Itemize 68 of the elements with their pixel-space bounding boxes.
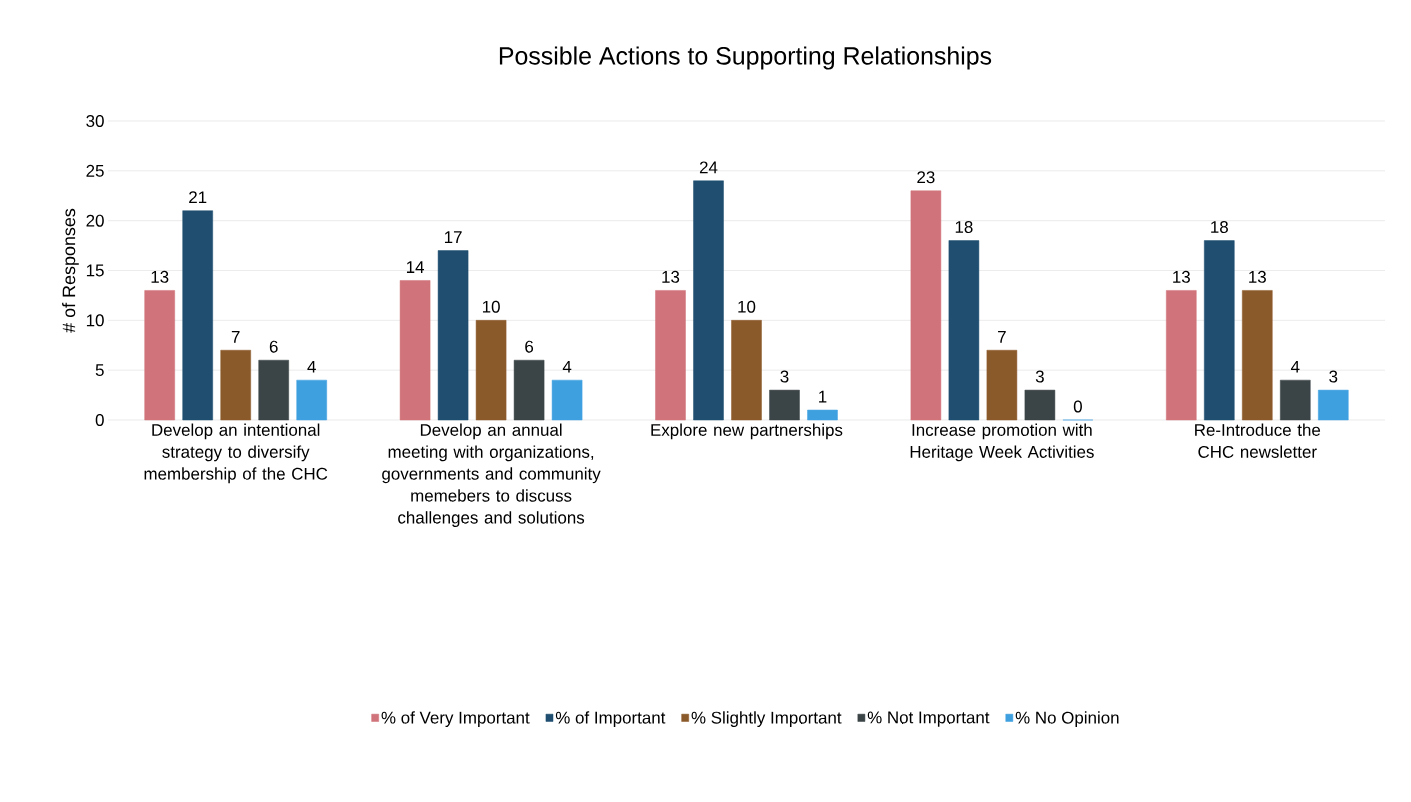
y-tick-label: 20 — [86, 214, 104, 227]
bar — [182, 210, 213, 421]
bar — [693, 180, 724, 421]
data-label: 1 — [819, 390, 827, 403]
bar — [1242, 290, 1273, 421]
bar — [986, 349, 1018, 421]
data-label: 3 — [1329, 370, 1338, 383]
y-tick-label: 15 — [86, 264, 104, 277]
bar — [296, 379, 327, 421]
data-label: 4 — [562, 360, 572, 373]
bar — [1204, 240, 1235, 421]
bar — [258, 359, 289, 421]
data-label: 13 — [1173, 270, 1190, 283]
data-label: 10 — [738, 300, 756, 313]
y-tick-label: 5 — [95, 364, 104, 377]
data-label: 4 — [1290, 360, 1300, 373]
bar — [220, 349, 251, 421]
data-label: 10 — [482, 300, 500, 313]
data-label: 3 — [1035, 370, 1044, 383]
data-label: 21 — [189, 191, 207, 204]
x-tick-label: Develop an intentional strategy to diversify membership of the CHC — [144, 423, 328, 484]
data-label: 14 — [406, 261, 425, 273]
bar — [475, 320, 507, 421]
x-tick-label: Increase promotion with Heritage Week Activities — [910, 423, 1094, 462]
y-axis-title: # of Responses — [62, 208, 79, 333]
x-tick-label: Develop an annual meeting with organizations, governments and community memebers to discuss challenges and solutions — [382, 423, 601, 527]
bar — [513, 359, 545, 421]
bar — [1166, 290, 1197, 421]
data-label: 13 — [1249, 270, 1266, 283]
y-tick-label: 25 — [86, 164, 104, 177]
bar — [1280, 379, 1311, 421]
bar — [437, 250, 469, 421]
data-label: 13 — [151, 270, 169, 283]
legend-label: % Slightly Important — [691, 711, 842, 728]
legend-label: % of Important — [555, 711, 666, 728]
bar — [399, 280, 431, 421]
bar — [551, 379, 583, 421]
data-label: 23 — [917, 171, 935, 184]
data-label: 24 — [699, 161, 718, 174]
y-tick-label: 0 — [95, 414, 104, 426]
bar — [910, 190, 942, 421]
bar — [807, 409, 838, 421]
legend-label: % Not Important — [867, 711, 990, 727]
data-label: 4 — [307, 360, 316, 373]
legend-label: % No Opinion — [1015, 711, 1119, 728]
bar — [144, 290, 175, 421]
x-tick-label: Re-Introduce the CHC newsletter — [1195, 423, 1321, 458]
y-tick-label: 10 — [86, 314, 104, 327]
bar — [731, 320, 762, 421]
bar — [1024, 389, 1056, 421]
bar — [769, 389, 800, 421]
bar — [1318, 389, 1349, 421]
data-label: 6 — [269, 340, 278, 353]
chart-title: Possible Actions to Supporting Relationships — [499, 46, 992, 70]
legend-label: % of Very Important — [381, 711, 530, 728]
x-tick-label: Explore new partnerships — [651, 423, 843, 440]
data-label: 13 — [662, 270, 680, 283]
data-label: 0 — [1073, 400, 1082, 413]
bar — [948, 240, 980, 421]
data-label: 3 — [780, 370, 789, 383]
data-label: 6 — [525, 340, 534, 353]
bar — [655, 290, 686, 421]
data-label: 7 — [231, 331, 240, 343]
data-label: 18 — [1211, 221, 1228, 234]
data-label: 7 — [998, 331, 1006, 343]
data-label: 17 — [444, 231, 462, 243]
y-tick-label: 30 — [86, 114, 104, 127]
data-label: 18 — [955, 221, 973, 234]
